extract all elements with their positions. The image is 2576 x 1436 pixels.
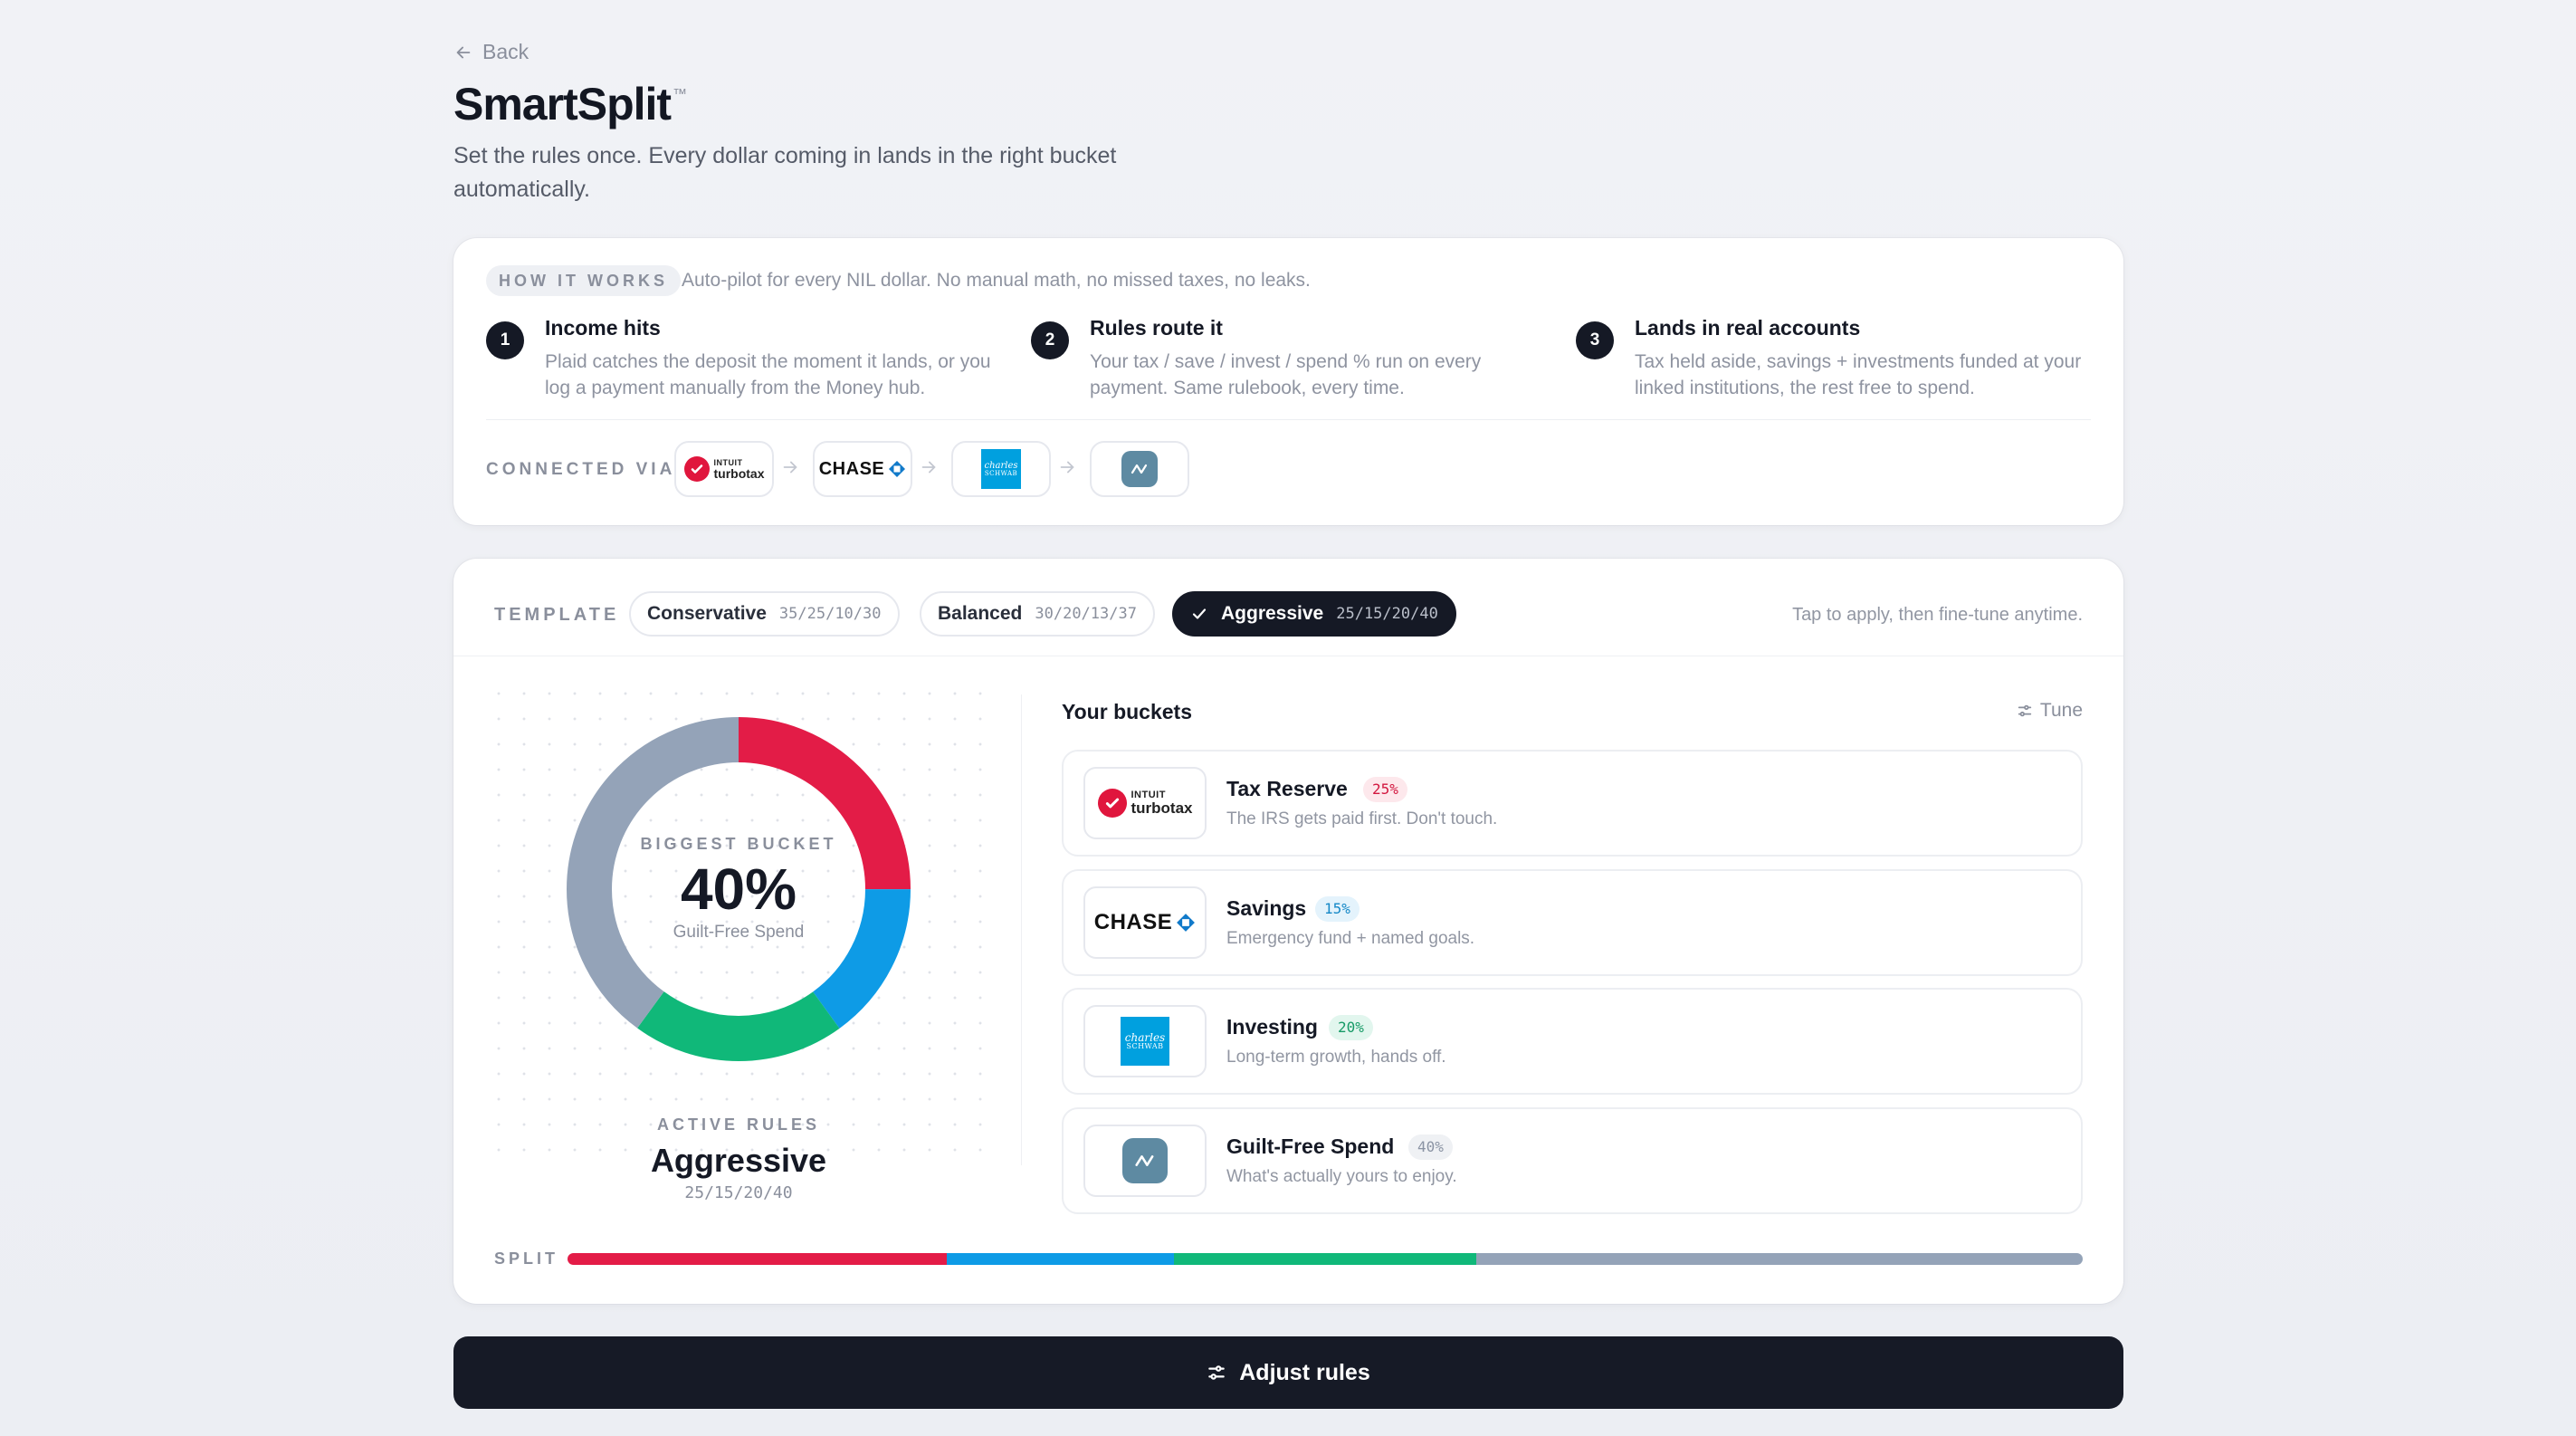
bucket-description: The IRS gets paid first. Don't touch. [1226, 809, 1498, 828]
chevron-right-icon [783, 461, 797, 474]
active-rules-name: Aggressive [650, 1142, 827, 1179]
split-bar [568, 1253, 2083, 1265]
step-number: 3 [1576, 321, 1614, 359]
step-description: Tax held aside, savings + investments fu… [1635, 351, 2082, 398]
check-icon [1192, 608, 1207, 619]
donut-segment-investing [567, 717, 911, 1061]
template-label: TEMPLATE [494, 605, 620, 625]
bucket-name: Savings [1226, 896, 1307, 920]
template-split: 30/20/13/37 [1035, 605, 1137, 623]
bucket-investing[interactable]: charles SCHWAB Investing 20% Long-term gr… [1062, 988, 2083, 1095]
turbotax-logo: INTUIT turbotax [683, 456, 765, 482]
page-title-text: SmartSplit [453, 79, 672, 129]
back-link[interactable]: Back [453, 40, 529, 64]
template-name: Aggressive [1221, 603, 1324, 624]
chase-logo: CHASE [819, 459, 907, 480]
active-rules-label: ACTIVE RULES [656, 1115, 820, 1134]
step-description: Your tax / save / invest / spend % run o… [1090, 351, 1482, 398]
how-it-works-badge: HOW IT WORKS [486, 265, 681, 296]
step-number: 2 [1031, 321, 1069, 359]
bucket-logo: charles SCHWAB [1083, 1005, 1207, 1077]
step-number: 1 [486, 321, 524, 359]
template-aggressive[interactable]: Aggressive 25/15/20/40 [1172, 591, 1456, 637]
schwab-logo: charles SCHWAB [981, 449, 1021, 489]
donut-segment-guilt-free-spend [567, 717, 911, 1061]
bucket-percent-badge: 15% [1315, 896, 1360, 922]
wave-logo [1122, 1138, 1168, 1183]
biggest-bucket-name: Guilt-Free Spend [673, 923, 805, 942]
connected-schwab[interactable]: charles SCHWAB [951, 441, 1051, 497]
biggest-bucket-label: BIGGEST BUCKET [640, 835, 837, 853]
adjust-rules-button[interactable]: Adjust rules [453, 1336, 2123, 1409]
sliders-icon [2018, 704, 2032, 717]
split-rules-card: TEMPLATE Conservative 35/25/10/30 Balanc… [453, 559, 2123, 1304]
template-name: Conservative [647, 603, 767, 624]
bucket-percent-badge: 20% [1329, 1015, 1373, 1040]
wave-logo [1121, 451, 1158, 487]
step-title: Income hits [545, 316, 661, 340]
step-title: Rules route it [1090, 316, 1223, 340]
split-label: SPLIT [494, 1249, 559, 1268]
sliders-icon [1208, 1365, 1226, 1380]
bucket-tax-reserve[interactable]: INTUIT turbotax Tax Reserve 25% The IRS g… [1062, 750, 2083, 857]
bucket-description: Long-term growth, hands off. [1226, 1048, 1446, 1067]
bucket-name: Guilt-Free Spend [1226, 1134, 1395, 1158]
arrow-left-icon [456, 46, 471, 58]
bucket-name: Investing [1226, 1015, 1318, 1039]
active-rules-split: 25/15/20/40 [684, 1183, 793, 1202]
template-conservative[interactable]: Conservative 35/25/10/30 [629, 591, 900, 637]
connected-spend[interactable] [1090, 441, 1189, 497]
bucket-savings[interactable]: CHASE Savings 15% Emergency fund + named… [1062, 869, 2083, 976]
bucket-logo: CHASE [1083, 886, 1207, 959]
split-segment-guilt-free-spend [1476, 1253, 2083, 1265]
tune-button[interactable]: Tune [2017, 700, 2083, 722]
split-segment-tax-reserve [568, 1253, 947, 1265]
divider [1021, 694, 1022, 1165]
bucket-logo: INTUIT turbotax [1083, 767, 1207, 839]
page-subtitle: Set the rules once. Every dollar coming … [453, 143, 1117, 202]
how-it-works-note: Auto-pilot for every NIL dollar. No manu… [682, 270, 1311, 291]
chevron-right-icon [921, 461, 936, 474]
turbotax-logo: INTUIT turbotax [1097, 789, 1193, 818]
how-it-works-card: HOW IT WORKS Auto-pilot for every NIL do… [453, 238, 2123, 525]
connected-turbotax[interactable]: INTUIT turbotax [674, 441, 774, 497]
bucket-percent-badge: 25% [1363, 777, 1407, 802]
split-segment-investing [1173, 1253, 1477, 1265]
connected-via-label: CONNECTED VIA [486, 460, 676, 479]
chevron-right-icon [1060, 461, 1074, 474]
bucket-logo [1083, 1125, 1207, 1197]
connected-chase[interactable]: CHASE [813, 441, 912, 497]
template-balanced[interactable]: Balanced 30/20/13/37 [920, 591, 1155, 637]
back-label: Back [482, 40, 530, 63]
step-title: Lands in real accounts [1635, 316, 1861, 340]
bucket-description: Emergency fund + named goals. [1226, 929, 1475, 948]
bucket-guilt-free-spend[interactable]: Guilt-Free Spend 40% What's actually you… [1062, 1107, 2083, 1214]
template-split: 25/15/20/40 [1336, 605, 1438, 623]
divider [486, 419, 2091, 420]
chase-logo: CHASE [1094, 910, 1197, 935]
tune-label: Tune [2039, 700, 2083, 721]
adjust-rules-label: Adjust rules [1239, 1359, 1370, 1385]
donut-center: BIGGEST BUCKET 40% Guilt-Free Spend [562, 835, 915, 943]
split-segment-savings [946, 1253, 1174, 1265]
step-description: Plaid catches the deposit the moment it … [545, 351, 991, 398]
template-name: Balanced [938, 603, 1023, 624]
schwab-logo: charles SCHWAB [1121, 1017, 1169, 1066]
buckets-title: Your buckets [1062, 700, 1192, 723]
bucket-percent-badge: 40% [1408, 1134, 1453, 1160]
template-hint: Tap to apply, then fine-tune anytime. [1792, 605, 2083, 625]
bucket-name: Tax Reserve [1226, 777, 1348, 800]
trademark-mark: ™ [673, 87, 687, 102]
bucket-description: What's actually yours to enjoy. [1226, 1167, 1457, 1186]
template-split: 35/25/10/30 [778, 605, 882, 623]
page-title: SmartSplit ™ [453, 78, 687, 130]
split-donut-chart [567, 717, 911, 1061]
biggest-bucket-value: 40% [680, 857, 797, 922]
active-rules: ACTIVE RULES Aggressive 25/15/20/40 [562, 1115, 915, 1202]
